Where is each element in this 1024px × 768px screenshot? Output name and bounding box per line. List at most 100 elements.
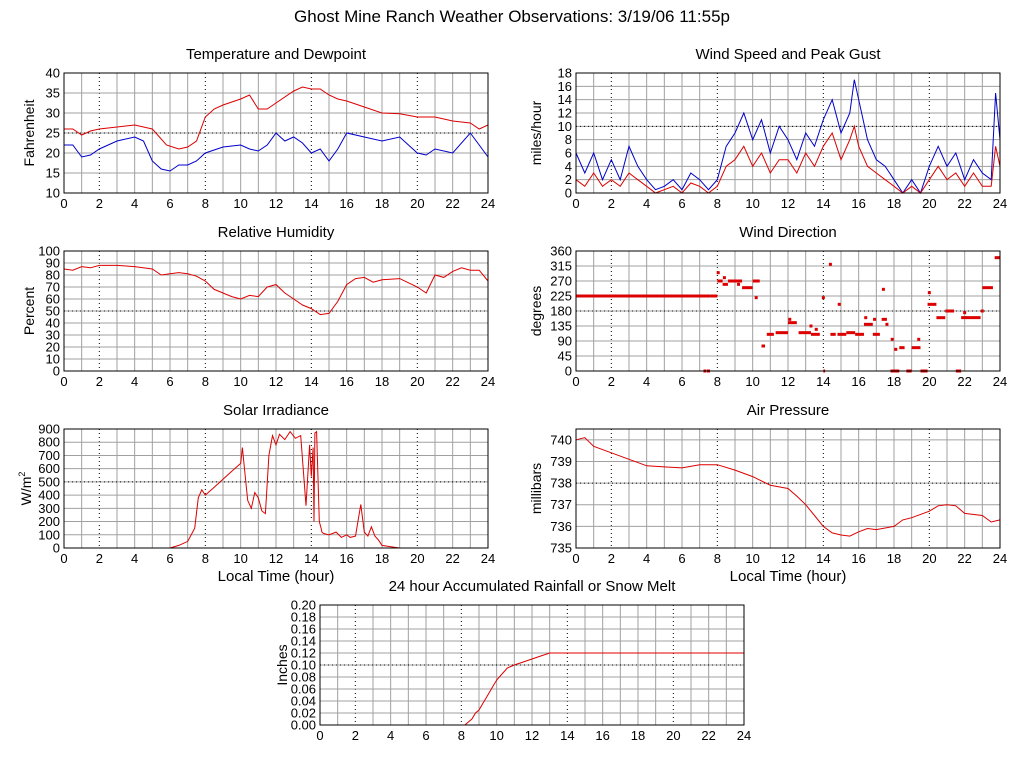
- x-tick-label: 12: [269, 374, 283, 389]
- x-tick-label: 22: [957, 551, 971, 566]
- x-tick-label: 16: [339, 196, 353, 211]
- series-line-temp-1: [64, 132, 489, 172]
- y-tick-label: 2: [565, 172, 572, 187]
- x-tick-label: 22: [445, 551, 459, 566]
- x-tick-label: 20: [922, 196, 936, 211]
- direction-point: [980, 309, 984, 313]
- x-tick-label: 10: [745, 374, 759, 389]
- x-tick-label: 22: [957, 196, 971, 211]
- chart-title: Solar Irradiance: [223, 402, 329, 419]
- page-title: Ghost Mine Ranch Weather Observations: 3…: [294, 7, 730, 26]
- x-tick-label: 20: [410, 196, 424, 211]
- x-tick-label: 2: [96, 551, 103, 566]
- x-tick-label: 18: [375, 374, 389, 389]
- y-tick-label: 90: [46, 256, 60, 271]
- direction-point: [873, 317, 877, 321]
- series-line-temp-0: [64, 86, 489, 150]
- x-tick-label: 10: [745, 196, 759, 211]
- direction-point: [885, 322, 889, 326]
- y-tick-label: 0.20: [291, 598, 316, 613]
- y-axis-label: miles/hour: [528, 100, 544, 165]
- x-tick-label: 16: [339, 551, 353, 566]
- direction-point: [927, 291, 931, 295]
- plot-frame: [575, 428, 1001, 549]
- x-tick-label: 0: [572, 551, 579, 566]
- chart-rh: 0 2 4 6 8 10 12 14 16 18 20 22 240102030405060708090…: [21, 224, 495, 389]
- x-tick-label: 18: [887, 551, 901, 566]
- y-axis-label: Inches: [274, 644, 290, 685]
- x-tick-label: 16: [595, 728, 609, 743]
- x-tick-label: 20: [922, 551, 936, 566]
- x-tick-label: 12: [269, 196, 283, 211]
- x-tick-label: 20: [666, 728, 680, 743]
- x-tick-label: 24: [737, 728, 751, 743]
- x-tick-label: 2: [352, 728, 359, 743]
- x-tick-label: 20: [922, 374, 936, 389]
- y-tick-label: 739: [550, 454, 572, 469]
- y-tick-label: 25: [46, 126, 60, 141]
- y-tick-label: 70: [46, 280, 60, 295]
- y-tick-label: 20: [46, 146, 60, 161]
- direction-point: [737, 282, 741, 286]
- x-tick-label: 2: [608, 196, 615, 211]
- y-tick-label: 740: [550, 432, 572, 447]
- series-line-rh-0: [63, 264, 489, 316]
- x-tick-label: 0: [572, 374, 579, 389]
- y-tick-label: 20: [46, 340, 60, 355]
- x-tick-label: 8: [202, 196, 209, 211]
- y-tick-label: 35: [46, 86, 60, 101]
- y-axis-label: degrees: [528, 286, 544, 337]
- series-line-pres-0: [575, 437, 1001, 537]
- series-line-wind-0: [575, 79, 1001, 195]
- chart-pres: 0 2 4 6 8 10 12 14 16 18 20 22 24735736737738739740A…: [528, 402, 1007, 585]
- x-tick-label: 0: [572, 196, 579, 211]
- x-tick-label: 2: [96, 196, 103, 211]
- direction-point: [814, 327, 818, 331]
- x-tick-label: 18: [631, 728, 645, 743]
- x-tick-label: 14: [816, 196, 830, 211]
- direction-point: [809, 324, 813, 328]
- plot-frame: [319, 604, 745, 726]
- y-tick-label: 0: [565, 364, 572, 379]
- chart-temp: 0 2 4 6 8 10 12 14 16 18 20 22 2410152025303540Tempe…: [21, 46, 495, 211]
- y-tick-label: 40: [46, 66, 60, 81]
- x-tick-label: 22: [701, 728, 715, 743]
- y-tick-label: 0.16: [291, 622, 316, 637]
- direction-point: [754, 296, 758, 300]
- y-axis-label-main: W/m: [18, 477, 34, 506]
- x-tick-label: 8: [714, 374, 721, 389]
- x-tick-label: 6: [166, 551, 173, 566]
- y-tick-label: 10: [558, 119, 572, 134]
- x-tick-label: 6: [166, 374, 173, 389]
- x-tick-label: 4: [131, 374, 138, 389]
- y-tick-label: 10: [46, 186, 60, 201]
- direction-point: [963, 311, 967, 315]
- direction-point: [828, 262, 832, 266]
- y-tick-label: 80: [46, 268, 60, 283]
- y-tick-label: 600: [38, 461, 60, 476]
- x-tick-label: 14: [560, 728, 574, 743]
- x-tick-label: 4: [387, 728, 394, 743]
- x-tick-label: 4: [643, 551, 650, 566]
- x-tick-label: 24: [481, 196, 495, 211]
- x-tick-label: 12: [781, 374, 795, 389]
- plot-frame: [575, 250, 1001, 372]
- chart-solar: 0 2 4 6 8 10 12 14 16 18 20 22 240100200300400500600…: [17, 402, 495, 585]
- x-tick-label: 12: [269, 551, 283, 566]
- x-tick-label: 2: [96, 374, 103, 389]
- y-tick-label: 800: [38, 435, 60, 450]
- x-tick-label: 14: [304, 551, 318, 566]
- chart-title: Wind Speed and Peak Gust: [695, 46, 881, 63]
- y-tick-label: 0.04: [291, 694, 316, 709]
- x-tick-label: 24: [993, 374, 1007, 389]
- x-tick-label: 4: [131, 551, 138, 566]
- x-tick-label: 10: [489, 728, 503, 743]
- y-tick-label: 8: [565, 132, 572, 147]
- y-tick-label: 300: [38, 501, 60, 516]
- series-line-solar-0: [64, 430, 488, 549]
- y-tick-label: 270: [550, 274, 572, 289]
- direction-point: [821, 296, 825, 300]
- x-axis-label: Local Time (hour): [218, 568, 335, 585]
- plot-frame: [63, 428, 489, 549]
- y-tick-label: 100: [38, 244, 60, 259]
